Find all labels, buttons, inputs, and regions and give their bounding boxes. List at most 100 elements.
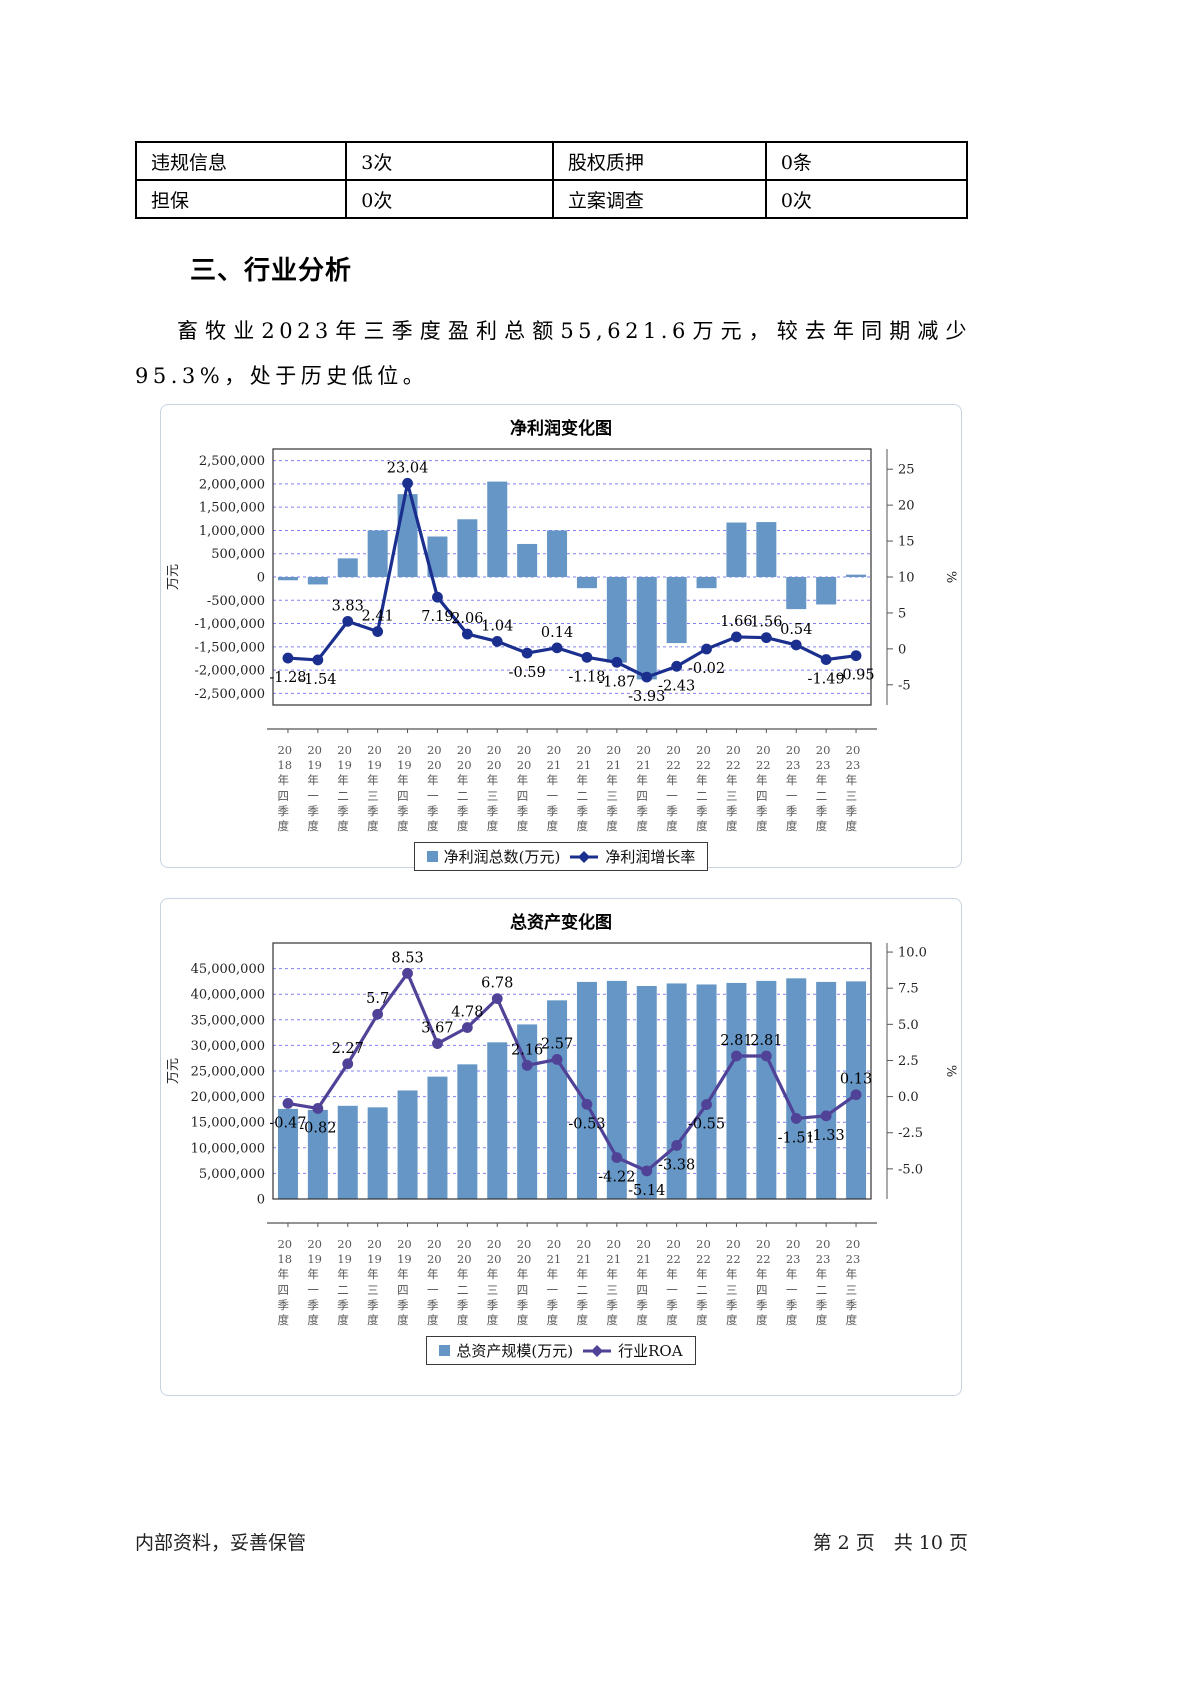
legend-label: 净利润总数(万元) <box>443 848 561 867</box>
x-category: 2021年三季度 <box>602 1237 632 1328</box>
legend-item: 净利润总数(万元) <box>426 846 561 867</box>
x-category-label: 2020年三季度 <box>486 743 502 833</box>
bar <box>696 577 717 589</box>
y-tick-label-left: 35,000,000 <box>191 1013 265 1028</box>
point-label: -5.14 <box>628 1183 665 1199</box>
y-tick-label-right: 10 <box>898 571 915 586</box>
y-tick-label-left: 2,000,000 <box>199 477 265 492</box>
y-tick-label-right: 15 <box>898 535 915 550</box>
line-point <box>701 1099 712 1110</box>
point-label: -1.87 <box>598 674 635 690</box>
line-point <box>282 652 294 664</box>
bar <box>547 530 568 577</box>
bar <box>457 519 478 577</box>
line-point <box>641 1165 653 1177</box>
y-tick-label-left: 500,000 <box>211 547 265 562</box>
x-category-label: 2022年四季度 <box>755 1237 771 1327</box>
x-category-label: 2021年一季度 <box>546 1237 562 1327</box>
bar <box>427 1076 448 1199</box>
point-label: -1.54 <box>299 672 336 688</box>
bar <box>786 577 807 610</box>
line-point <box>701 643 712 655</box>
bar <box>696 984 717 1199</box>
line-point <box>850 650 862 662</box>
line-point <box>432 1038 443 1049</box>
table-cell-value: 0次 <box>764 179 969 219</box>
bar <box>756 980 777 1199</box>
point-label: 0.54 <box>780 622 812 638</box>
y-tick-label-right: 0 <box>898 642 906 657</box>
bar <box>307 1109 328 1199</box>
x-category-label: 2023年一季度 <box>785 743 801 833</box>
point-label: 2.81 <box>720 1033 752 1049</box>
y-tick-label-left: 40,000,000 <box>191 988 265 1003</box>
line-point <box>820 654 832 665</box>
x-category: 2021年一季度 <box>542 1237 572 1328</box>
line-point <box>760 1050 772 1062</box>
x-category-label: 2021年四季度 <box>636 743 651 833</box>
bar <box>636 986 657 1199</box>
line-point <box>342 615 354 627</box>
line-point <box>372 626 384 637</box>
bar <box>726 522 747 577</box>
legend-line-marker-icon <box>570 850 599 863</box>
point-label: -3.38 <box>658 1157 695 1173</box>
point-label: 2.41 <box>362 609 394 625</box>
legend-bar-swatch-icon <box>426 851 438 863</box>
x-category: 2019年一季度 <box>303 1237 333 1328</box>
x-category-label: 2022年四季度 <box>755 743 771 833</box>
x-category: 2023年一季度 <box>781 743 811 834</box>
x-category: 2020年三季度 <box>482 1237 512 1328</box>
line-point <box>760 632 772 644</box>
x-category: 2019年二季度 <box>333 1237 363 1328</box>
y-tick-label-right: -5.0 <box>898 1162 923 1177</box>
x-category-label: 2019年三季度 <box>367 743 382 833</box>
section-paragraph: 畜牧业2023年三季度盈利总额55,621.6万元，较去年同期减少95.3%，处… <box>135 319 971 388</box>
point-label: -0.59 <box>509 665 546 681</box>
bar <box>547 1000 568 1199</box>
point-label: -0.55 <box>688 1117 725 1133</box>
line-point <box>611 656 623 668</box>
point-label: 3.83 <box>332 598 364 614</box>
point-label: -4.22 <box>598 1170 635 1186</box>
bar <box>756 522 777 577</box>
y-tick-label-left: -2,000,000 <box>194 664 265 679</box>
point-label: 1.56 <box>750 615 782 631</box>
x-category-label: 2023年一季度 <box>785 1237 801 1327</box>
x-category: 2021年四季度 <box>632 1237 662 1328</box>
line-point <box>372 1008 384 1020</box>
x-category: 2022年三季度 <box>722 743 752 834</box>
bar <box>816 981 837 1199</box>
y-tick-label-left: 15,000,000 <box>191 1116 265 1131</box>
plot-border <box>272 942 872 1200</box>
point-label: 3.67 <box>421 1021 453 1037</box>
company-risk-table: 违规信息 3次 股权质押 0条 担保 0次 立案调查 0次 <box>134 141 969 219</box>
chart-title: 净利润变化图 <box>510 419 612 438</box>
legend-box: 净利润总数(万元) 净利润增长率 <box>413 842 709 872</box>
line-point <box>312 654 324 666</box>
x-axis-labels: 2018年四季度 2019年一季度 2019年二季度 2019年三季度 2019年四季度… <box>273 1237 871 1328</box>
x-category-label: 2019年一季度 <box>307 743 322 833</box>
y-tick-label-left: 45,000,000 <box>191 962 265 977</box>
chart-title: 总资产变化图 <box>510 913 612 932</box>
y-tick-label-left: 10,000,000 <box>191 1141 265 1156</box>
x-category-label: 2020年三季度 <box>486 1237 502 1327</box>
x-category-label: 2020年四季度 <box>516 743 532 833</box>
x-category: 2022年一季度 <box>662 743 692 834</box>
point-label: 0.14 <box>541 625 573 641</box>
table-cell-value: 3次 <box>345 141 554 181</box>
point-label: -0.82 <box>299 1120 336 1136</box>
net-profit-chart: 净利润变化图 2,500,000 2,000,000 1,500,000 1,000,… <box>160 404 962 872</box>
x-category: 2019年一季度 <box>303 743 333 834</box>
y-tick-label-right: 25 <box>898 463 915 478</box>
x-category: 2023年二季度 <box>811 1237 841 1328</box>
point-label: 2.27 <box>332 1041 364 1057</box>
legend-diamond <box>591 1344 604 1357</box>
y-tick-label-left: 30,000,000 <box>191 1039 265 1054</box>
page-footer: 内部资料，妥善保管 第 2 页 共 10 页 <box>135 1528 968 1555</box>
x-category-label: 2023年三季度 <box>845 743 861 833</box>
x-category-label: 2019年二季度 <box>337 1237 352 1327</box>
point-label: 8.53 <box>391 950 423 966</box>
table-cell-label: 担保 <box>134 179 348 219</box>
bar <box>367 1107 388 1199</box>
